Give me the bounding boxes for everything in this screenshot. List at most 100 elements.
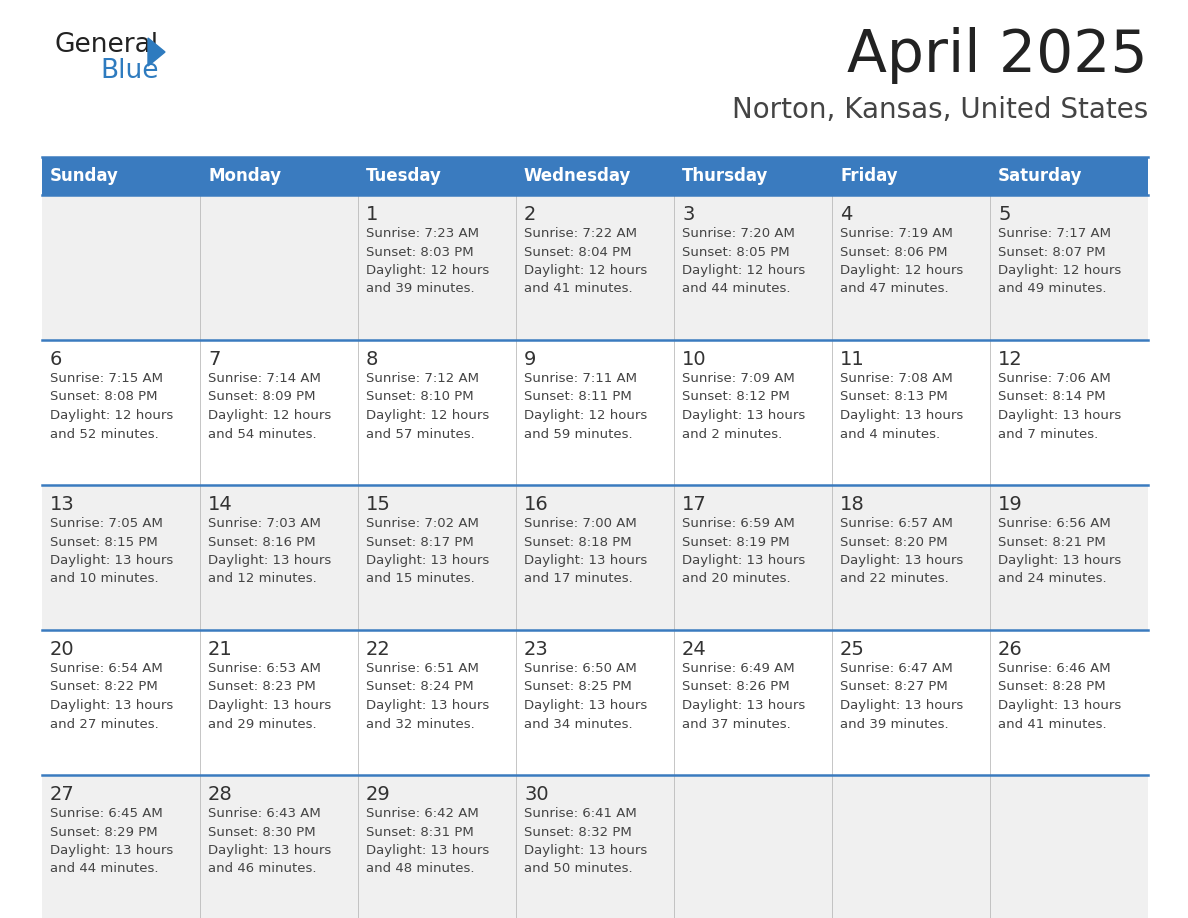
- Bar: [674, 485, 832, 630]
- Bar: [674, 340, 832, 485]
- Text: Sunrise: 6:54 AM
Sunset: 8:22 PM
Daylight: 13 hours
and 27 minutes.: Sunrise: 6:54 AM Sunset: 8:22 PM Dayligh…: [50, 662, 173, 731]
- Bar: [674, 195, 832, 340]
- Bar: [832, 340, 990, 485]
- Text: Sunrise: 7:20 AM
Sunset: 8:05 PM
Daylight: 12 hours
and 44 minutes.: Sunrise: 7:20 AM Sunset: 8:05 PM Dayligh…: [682, 227, 805, 296]
- Text: Saturday: Saturday: [998, 167, 1082, 185]
- Text: 2: 2: [524, 205, 536, 224]
- Bar: [516, 775, 674, 918]
- Bar: [358, 195, 516, 340]
- Text: 3: 3: [682, 205, 694, 224]
- Bar: [42, 157, 200, 195]
- Text: Sunrise: 6:50 AM
Sunset: 8:25 PM
Daylight: 13 hours
and 34 minutes.: Sunrise: 6:50 AM Sunset: 8:25 PM Dayligh…: [524, 662, 647, 731]
- Bar: [990, 630, 1148, 775]
- Text: April 2025: April 2025: [847, 27, 1148, 84]
- Bar: [516, 195, 674, 340]
- Text: Sunrise: 7:17 AM
Sunset: 8:07 PM
Daylight: 12 hours
and 49 minutes.: Sunrise: 7:17 AM Sunset: 8:07 PM Dayligh…: [998, 227, 1121, 296]
- Text: 4: 4: [840, 205, 852, 224]
- Text: 16: 16: [524, 495, 549, 514]
- Bar: [358, 485, 516, 630]
- Text: Tuesday: Tuesday: [366, 167, 442, 185]
- Text: 25: 25: [840, 640, 865, 659]
- Text: 5: 5: [998, 205, 1011, 224]
- Bar: [990, 157, 1148, 195]
- Text: 15: 15: [366, 495, 391, 514]
- Text: 12: 12: [998, 350, 1023, 369]
- Bar: [990, 195, 1148, 340]
- Text: 24: 24: [682, 640, 707, 659]
- Text: 18: 18: [840, 495, 865, 514]
- Text: Sunrise: 7:05 AM
Sunset: 8:15 PM
Daylight: 13 hours
and 10 minutes.: Sunrise: 7:05 AM Sunset: 8:15 PM Dayligh…: [50, 517, 173, 586]
- Text: 17: 17: [682, 495, 707, 514]
- Text: Sunrise: 7:22 AM
Sunset: 8:04 PM
Daylight: 12 hours
and 41 minutes.: Sunrise: 7:22 AM Sunset: 8:04 PM Dayligh…: [524, 227, 647, 296]
- Text: Sunrise: 6:59 AM
Sunset: 8:19 PM
Daylight: 13 hours
and 20 minutes.: Sunrise: 6:59 AM Sunset: 8:19 PM Dayligh…: [682, 517, 805, 586]
- Text: 26: 26: [998, 640, 1023, 659]
- Text: 29: 29: [366, 785, 391, 804]
- Bar: [674, 157, 832, 195]
- Bar: [42, 485, 200, 630]
- Text: 1: 1: [366, 205, 378, 224]
- Text: Sunrise: 7:15 AM
Sunset: 8:08 PM
Daylight: 12 hours
and 52 minutes.: Sunrise: 7:15 AM Sunset: 8:08 PM Dayligh…: [50, 372, 173, 441]
- Text: Sunrise: 7:00 AM
Sunset: 8:18 PM
Daylight: 13 hours
and 17 minutes.: Sunrise: 7:00 AM Sunset: 8:18 PM Dayligh…: [524, 517, 647, 586]
- Text: Sunrise: 7:12 AM
Sunset: 8:10 PM
Daylight: 12 hours
and 57 minutes.: Sunrise: 7:12 AM Sunset: 8:10 PM Dayligh…: [366, 372, 489, 441]
- Text: Sunrise: 6:42 AM
Sunset: 8:31 PM
Daylight: 13 hours
and 48 minutes.: Sunrise: 6:42 AM Sunset: 8:31 PM Dayligh…: [366, 807, 489, 876]
- Text: 8: 8: [366, 350, 378, 369]
- Text: Sunrise: 7:06 AM
Sunset: 8:14 PM
Daylight: 13 hours
and 7 minutes.: Sunrise: 7:06 AM Sunset: 8:14 PM Dayligh…: [998, 372, 1121, 441]
- Text: Sunrise: 7:14 AM
Sunset: 8:09 PM
Daylight: 12 hours
and 54 minutes.: Sunrise: 7:14 AM Sunset: 8:09 PM Dayligh…: [208, 372, 331, 441]
- Bar: [832, 775, 990, 918]
- Bar: [674, 630, 832, 775]
- Text: 20: 20: [50, 640, 75, 659]
- Bar: [832, 195, 990, 340]
- Text: 10: 10: [682, 350, 707, 369]
- Text: Sunrise: 6:51 AM
Sunset: 8:24 PM
Daylight: 13 hours
and 32 minutes.: Sunrise: 6:51 AM Sunset: 8:24 PM Dayligh…: [366, 662, 489, 731]
- Text: Sunrise: 6:49 AM
Sunset: 8:26 PM
Daylight: 13 hours
and 37 minutes.: Sunrise: 6:49 AM Sunset: 8:26 PM Dayligh…: [682, 662, 805, 731]
- Text: Sunrise: 7:09 AM
Sunset: 8:12 PM
Daylight: 13 hours
and 2 minutes.: Sunrise: 7:09 AM Sunset: 8:12 PM Dayligh…: [682, 372, 805, 441]
- Text: Sunrise: 7:19 AM
Sunset: 8:06 PM
Daylight: 12 hours
and 47 minutes.: Sunrise: 7:19 AM Sunset: 8:06 PM Dayligh…: [840, 227, 963, 296]
- Text: 27: 27: [50, 785, 75, 804]
- Bar: [990, 485, 1148, 630]
- Text: Sunrise: 7:03 AM
Sunset: 8:16 PM
Daylight: 13 hours
and 12 minutes.: Sunrise: 7:03 AM Sunset: 8:16 PM Dayligh…: [208, 517, 331, 586]
- Bar: [832, 630, 990, 775]
- Text: 23: 23: [524, 640, 549, 659]
- Bar: [516, 340, 674, 485]
- Text: Sunday: Sunday: [50, 167, 119, 185]
- Text: Sunrise: 6:53 AM
Sunset: 8:23 PM
Daylight: 13 hours
and 29 minutes.: Sunrise: 6:53 AM Sunset: 8:23 PM Dayligh…: [208, 662, 331, 731]
- Bar: [358, 630, 516, 775]
- Text: 11: 11: [840, 350, 865, 369]
- Text: 6: 6: [50, 350, 63, 369]
- Bar: [42, 630, 200, 775]
- Text: Sunrise: 6:56 AM
Sunset: 8:21 PM
Daylight: 13 hours
and 24 minutes.: Sunrise: 6:56 AM Sunset: 8:21 PM Dayligh…: [998, 517, 1121, 586]
- Text: General: General: [55, 32, 159, 58]
- Text: 21: 21: [208, 640, 233, 659]
- Text: Sunrise: 6:57 AM
Sunset: 8:20 PM
Daylight: 13 hours
and 22 minutes.: Sunrise: 6:57 AM Sunset: 8:20 PM Dayligh…: [840, 517, 963, 586]
- Text: 9: 9: [524, 350, 536, 369]
- Text: Norton, Kansas, United States: Norton, Kansas, United States: [732, 96, 1148, 124]
- Text: Sunrise: 6:46 AM
Sunset: 8:28 PM
Daylight: 13 hours
and 41 minutes.: Sunrise: 6:46 AM Sunset: 8:28 PM Dayligh…: [998, 662, 1121, 731]
- Bar: [674, 775, 832, 918]
- Bar: [358, 775, 516, 918]
- Text: Sunrise: 7:08 AM
Sunset: 8:13 PM
Daylight: 13 hours
and 4 minutes.: Sunrise: 7:08 AM Sunset: 8:13 PM Dayligh…: [840, 372, 963, 441]
- Text: Friday: Friday: [840, 167, 898, 185]
- Text: Monday: Monday: [208, 167, 282, 185]
- Text: 7: 7: [208, 350, 221, 369]
- Text: 19: 19: [998, 495, 1023, 514]
- Bar: [200, 340, 358, 485]
- Bar: [516, 485, 674, 630]
- Text: Sunrise: 6:47 AM
Sunset: 8:27 PM
Daylight: 13 hours
and 39 minutes.: Sunrise: 6:47 AM Sunset: 8:27 PM Dayligh…: [840, 662, 963, 731]
- Bar: [200, 630, 358, 775]
- Bar: [200, 157, 358, 195]
- Text: Sunrise: 7:02 AM
Sunset: 8:17 PM
Daylight: 13 hours
and 15 minutes.: Sunrise: 7:02 AM Sunset: 8:17 PM Dayligh…: [366, 517, 489, 586]
- Polygon shape: [148, 38, 165, 66]
- Text: 14: 14: [208, 495, 233, 514]
- Bar: [200, 775, 358, 918]
- Bar: [200, 485, 358, 630]
- Text: Sunrise: 7:11 AM
Sunset: 8:11 PM
Daylight: 12 hours
and 59 minutes.: Sunrise: 7:11 AM Sunset: 8:11 PM Dayligh…: [524, 372, 647, 441]
- Bar: [42, 195, 200, 340]
- Text: Blue: Blue: [100, 58, 158, 84]
- Text: 30: 30: [524, 785, 549, 804]
- Text: 13: 13: [50, 495, 75, 514]
- Text: 22: 22: [366, 640, 391, 659]
- Text: Thursday: Thursday: [682, 167, 769, 185]
- Bar: [516, 157, 674, 195]
- Text: Sunrise: 6:41 AM
Sunset: 8:32 PM
Daylight: 13 hours
and 50 minutes.: Sunrise: 6:41 AM Sunset: 8:32 PM Dayligh…: [524, 807, 647, 876]
- Bar: [200, 195, 358, 340]
